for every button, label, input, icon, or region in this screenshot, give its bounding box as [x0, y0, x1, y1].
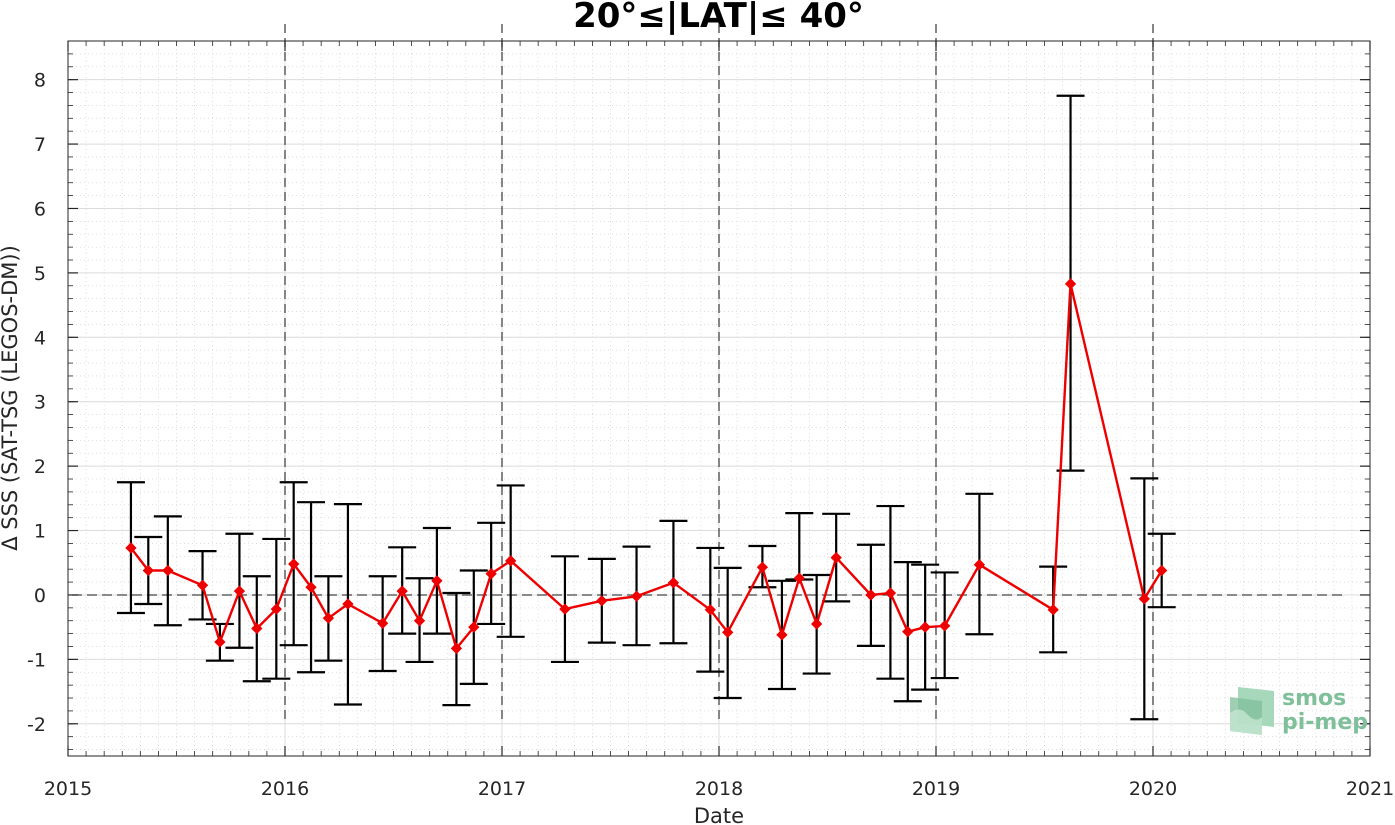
- data-point: [450, 642, 463, 655]
- y-tick-label: 7: [34, 134, 46, 156]
- tick-marks: [67, 40, 1371, 756]
- data-point: [722, 626, 734, 638]
- data-point: [1047, 604, 1059, 616]
- data-point: [162, 564, 174, 577]
- data-point: [468, 621, 480, 633]
- y-tick-label: 1: [34, 521, 46, 543]
- x-tick-label: 2015: [44, 778, 92, 800]
- data-point: [596, 595, 608, 607]
- data-point: [396, 585, 408, 597]
- data-point: [270, 603, 282, 615]
- y-tick-label: 5: [34, 263, 46, 285]
- data-point: [793, 572, 805, 584]
- x-tick-label: 2020: [1129, 778, 1177, 800]
- data-point: [704, 604, 716, 616]
- data-point: [342, 598, 354, 610]
- data-point: [1156, 564, 1168, 577]
- data-point: [196, 579, 209, 591]
- x-tick-label: 2019: [912, 778, 960, 800]
- data-point: [776, 629, 788, 641]
- data-point: [810, 618, 823, 630]
- data-point: [233, 585, 246, 597]
- data-point: [485, 568, 497, 580]
- y-tick-label: 0: [34, 585, 46, 607]
- data-point: [756, 561, 769, 573]
- logo-text-pimep: pi-mep: [1282, 710, 1368, 735]
- y-tick-labels: -2 -1 0 1 2 3 4 5 6 7 8: [27, 70, 46, 736]
- data-point: [1064, 278, 1077, 290]
- data-point: [830, 551, 842, 564]
- y-tick-label: 3: [34, 392, 46, 414]
- y-tick-label: 2: [34, 456, 46, 478]
- x-tick-label: 2018: [695, 778, 743, 800]
- data-point: [505, 555, 517, 567]
- data-point: [431, 575, 443, 587]
- reference-lines: [72, 24, 1342, 724]
- data-point: [214, 636, 226, 648]
- data-point: [559, 603, 571, 615]
- x-tick-label: 2021: [1346, 778, 1394, 800]
- data-point: [1138, 593, 1150, 605]
- logo-text-smos: smos: [1282, 686, 1346, 711]
- data-markers: [125, 278, 1168, 655]
- smos-pimep-logo: smos pi-mep: [1230, 686, 1368, 735]
- data-point: [413, 615, 426, 627]
- data-point: [630, 590, 643, 602]
- x-tick-labels: 2015 2016 2017 2018 2019 2020 2021: [44, 778, 1394, 800]
- data-point: [376, 617, 389, 629]
- y-tick-label: -2: [27, 714, 46, 736]
- data-point: [939, 620, 951, 632]
- y-tick-label: 6: [34, 198, 46, 220]
- data-point: [865, 589, 877, 601]
- y-axis-label: Δ SSS (SAT-TSG (LEGOS-DM)): [0, 245, 22, 551]
- data-point: [142, 564, 154, 577]
- x-tick-label: 2017: [478, 778, 526, 800]
- logo-emblem: [1230, 687, 1274, 735]
- data-point: [125, 542, 137, 554]
- x-axis-label: Date: [694, 804, 744, 825]
- data-point: [288, 558, 300, 570]
- data-point: [322, 612, 335, 624]
- x-tick-label: 2016: [261, 778, 309, 800]
- data-point: [667, 577, 680, 589]
- data-point: [919, 621, 931, 633]
- y-tick-label: 8: [34, 70, 46, 92]
- y-tick-label: 4: [34, 327, 46, 349]
- data-point: [251, 622, 263, 635]
- y-tick-label: -1: [27, 649, 46, 671]
- data-point: [973, 559, 986, 571]
- data-point: [902, 626, 914, 638]
- data-point: [305, 581, 317, 593]
- data-point: [884, 587, 897, 599]
